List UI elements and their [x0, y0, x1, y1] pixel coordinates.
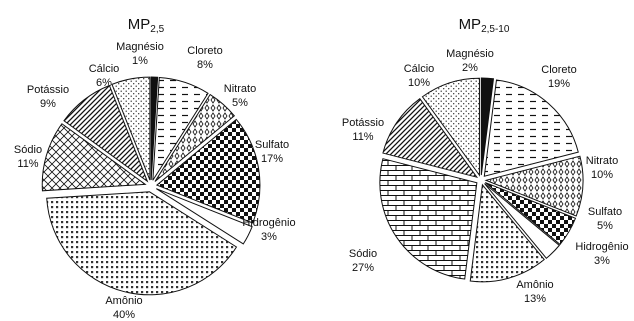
slice-label-nitrato: Nitrato 5%: [224, 83, 256, 109]
pie-slice-sulfato: [484, 182, 577, 246]
pie-slice-nitrato: [484, 155, 584, 217]
slice-label-magnesio: Magnésio 2%: [446, 48, 494, 74]
slice-label-potassio: Potássio 11%: [342, 117, 384, 143]
slice-label-calcio: Cálcio 6%: [89, 63, 120, 89]
slice-label-amonio: Amônio 40%: [105, 295, 142, 321]
slice-label-potassio: Potássio 9%: [27, 84, 69, 110]
pie-slice-sodio: [41, 123, 147, 192]
pie-chart-mp25-10: MP2,5-10 Magnésio 2% Cloreto 19% Nitrato 10…: [342, 16, 629, 305]
slice-label-sulfato: Sulfato 5%: [588, 206, 622, 232]
slice-label-sodio: Sódio 11%: [14, 144, 42, 170]
pie-slice-amonio: [469, 183, 545, 283]
slice-label-sulfato: Sulfato 17%: [255, 139, 289, 165]
pie-slice-amonio: [46, 191, 238, 296]
slice-label-nitrato: Nitrato 10%: [586, 155, 618, 181]
pie-slice-cloreto: [152, 76, 209, 181]
slice-label-hidrogenio: Hidrogênio 3%: [575, 241, 628, 267]
pie-slice-hidrogenio: [156, 188, 253, 245]
pie-slice-calcio: [111, 76, 151, 181]
slice-label-calcio: Cálcio 10%: [404, 63, 435, 89]
pie-slice-calcio: [421, 77, 480, 177]
pie-slice-cloreto: [483, 79, 579, 177]
pie-slice-magnesio: [480, 77, 495, 176]
slice-label-amonio: Amônio 13%: [516, 279, 553, 305]
pie-slice-magnesio: [150, 76, 159, 181]
pie-slice-potassio: [63, 84, 149, 183]
pie-slices: [41, 76, 261, 296]
chart-title: MP2,5: [128, 16, 165, 35]
pie-chart-mp25: MP2,5 Magnésio 1% Cloreto 8% Nitrato 5% Sul…: [14, 16, 296, 321]
slice-label-magnesio: Magnésio 1%: [116, 41, 164, 67]
pie-slices: [379, 77, 584, 283]
pie-slice-potassio: [382, 98, 479, 179]
pie-slice-nitrato: [154, 93, 236, 182]
slice-label-cloreto: Cloreto 8%: [187, 45, 222, 71]
pie-slice-hidrogenio: [484, 183, 560, 259]
slice-label-cloreto: Cloreto 19%: [541, 64, 576, 90]
pie-slice-sodio: [379, 158, 478, 280]
slice-label-sodio: Sódio 27%: [349, 248, 377, 274]
chart-title: MP2,5-10: [459, 16, 510, 35]
slice-label-hidrogenio: Hidrogênio 3%: [242, 217, 295, 243]
pie-slice-sulfato: [155, 118, 261, 224]
